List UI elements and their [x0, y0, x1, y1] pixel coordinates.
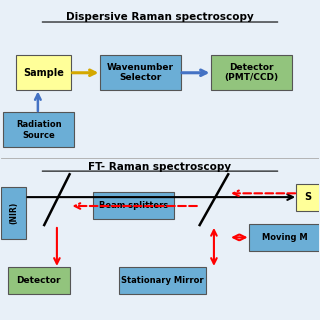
Text: Moving M: Moving M [262, 233, 307, 242]
Text: S: S [305, 192, 312, 202]
Text: Beam splitters: Beam splitters [99, 201, 168, 210]
FancyBboxPatch shape [8, 267, 69, 294]
FancyBboxPatch shape [249, 224, 320, 251]
Text: Wavenumber
Selector: Wavenumber Selector [107, 63, 174, 83]
FancyBboxPatch shape [296, 184, 320, 211]
Text: (NIR): (NIR) [9, 202, 18, 224]
Text: Stationary Mirror: Stationary Mirror [121, 276, 204, 285]
FancyBboxPatch shape [100, 55, 180, 90]
Text: Detector: Detector [16, 276, 61, 285]
FancyBboxPatch shape [119, 267, 206, 294]
Text: Radiation
Source: Radiation Source [16, 120, 61, 140]
FancyBboxPatch shape [1, 187, 26, 239]
FancyBboxPatch shape [211, 55, 292, 90]
Text: Sample: Sample [23, 68, 64, 78]
Text: Dispersive Raman spectroscopy: Dispersive Raman spectroscopy [66, 12, 254, 22]
FancyBboxPatch shape [3, 112, 74, 147]
FancyBboxPatch shape [93, 192, 174, 219]
FancyBboxPatch shape [16, 55, 71, 90]
Text: Detector
(PMT/CCD): Detector (PMT/CCD) [224, 63, 278, 83]
Text: FT- Raman spectroscopy: FT- Raman spectroscopy [88, 162, 232, 172]
